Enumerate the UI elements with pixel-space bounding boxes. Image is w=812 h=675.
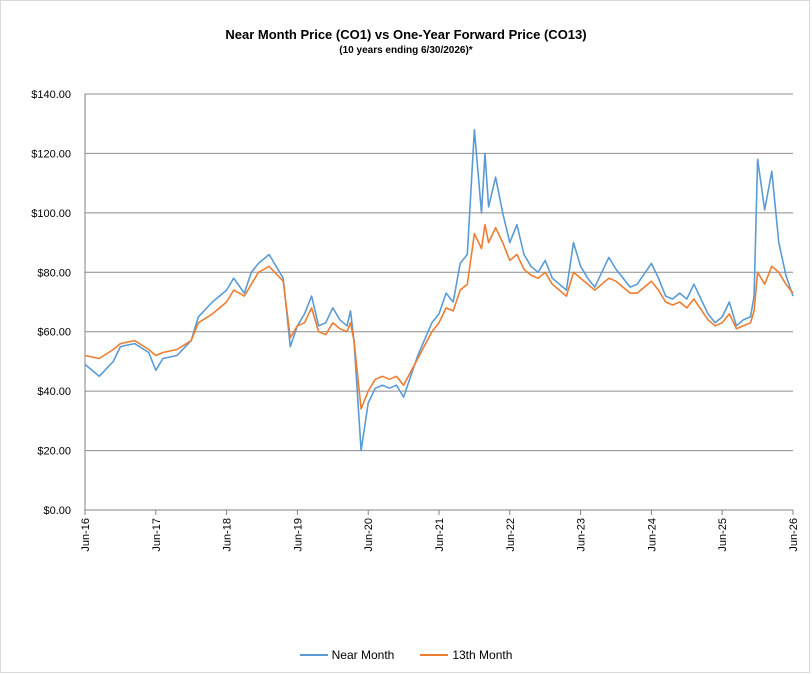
y-tick-label: $120.00: [31, 148, 71, 160]
x-tick-label: Jun-26: [788, 518, 800, 552]
y-tick-label: $0.00: [43, 505, 71, 517]
x-tick-label: Jun-22: [505, 518, 517, 552]
legend: Near Month 13th Month: [0, 648, 812, 662]
legend-label-13th-month: 13th Month: [452, 648, 513, 662]
x-tick-label: Jun-24: [646, 518, 658, 552]
series-line-near-month: [84, 128, 794, 452]
y-tick-label: $80.00: [37, 267, 71, 279]
legend-item-13th-month: 13th Month: [420, 648, 512, 662]
legend-swatch-13th-month: [420, 654, 449, 656]
series-line-13th-month: [84, 223, 794, 410]
x-tick-label: Jun-23: [576, 518, 588, 552]
y-tick-label: $140.00: [31, 89, 71, 101]
chart-subtitle: (10 years ending 6/30/2026)*: [339, 45, 473, 56]
chart-title: Near Month Price (CO1) vs One-Year Forwa…: [225, 27, 587, 42]
x-tick-label: Jun-17: [151, 518, 163, 552]
x-tick-label: Jun-18: [222, 518, 234, 552]
x-tick-label: Jun-21: [434, 518, 446, 552]
legend-label-near-month: Near Month: [331, 648, 395, 662]
legend-swatch-near-month: [299, 654, 328, 656]
x-tick-label: Jun-16: [80, 518, 92, 552]
y-tick-label: $60.00: [37, 327, 71, 339]
legend-item-near-month: Near Month: [299, 648, 395, 662]
y-tick-label: $20.00: [37, 446, 71, 458]
x-tick-label: Jun-25: [717, 518, 729, 552]
line-chart: $0.00 $20.00 $40.00 $60.00 $80.00 $100.00 $120…: [31, 89, 800, 552]
y-tick-label: $40.00: [37, 386, 71, 398]
x-tick-label: Jun-20: [363, 518, 375, 552]
x-tick-label: Jun-19: [292, 518, 304, 552]
y-tick-label: $100.00: [31, 208, 71, 220]
